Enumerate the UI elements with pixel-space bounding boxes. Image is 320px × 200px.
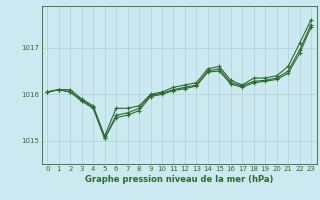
X-axis label: Graphe pression niveau de la mer (hPa): Graphe pression niveau de la mer (hPa) bbox=[85, 175, 273, 184]
